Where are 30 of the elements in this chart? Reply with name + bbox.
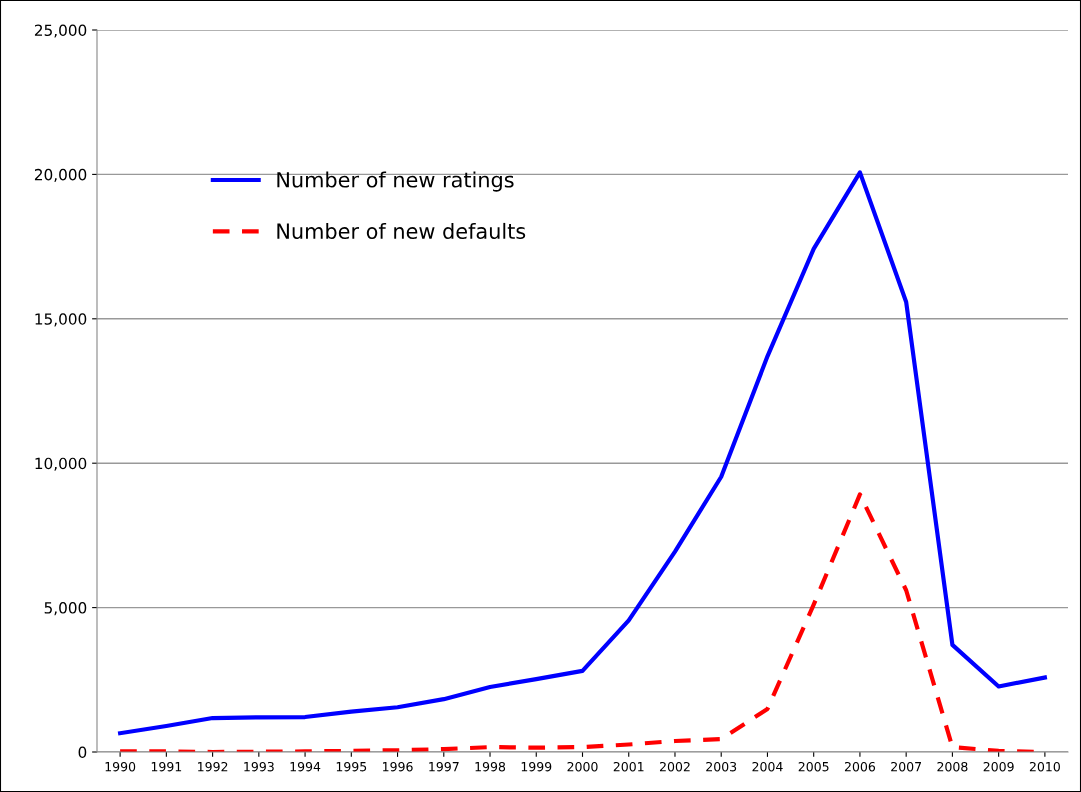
x-tick-label: 1995 <box>336 761 367 772</box>
x-tick-label: 1992 <box>198 761 228 772</box>
x-tick-label: 1993 <box>244 761 274 772</box>
x-tick-label: 1990 <box>105 761 136 772</box>
y-tick-label: 5,000 <box>44 602 87 616</box>
x-tick-label: 2010 <box>1029 761 1060 772</box>
x-tick-label: 2003 <box>706 761 737 772</box>
x-tick-label: 1996 <box>383 761 413 772</box>
x-tick-label: 2008 <box>937 761 968 772</box>
y-tick-label: 15,000 <box>35 313 87 327</box>
x-tick-label: 2009 <box>983 761 1014 772</box>
x-tick-label: 1997 <box>429 761 459 772</box>
x-tick-label: 1991 <box>151 761 182 772</box>
y-tick-label: 10,000 <box>35 457 87 471</box>
legend-label: Number of new ratings <box>277 171 514 192</box>
x-tick-label: 2001 <box>613 761 644 772</box>
x-tick-label: 2005 <box>798 761 829 772</box>
legend-label: Number of new defaults <box>277 222 526 240</box>
y-tick-label: 20,000 <box>34 168 87 182</box>
y-tick-label: 0 <box>78 746 87 759</box>
x-tick-label: 1999 <box>521 761 552 772</box>
x-tick-label: 1994 <box>290 761 321 772</box>
x-tick-label: 2000 <box>567 761 598 772</box>
x-tick-label: 2002 <box>659 761 690 772</box>
x-tick-label: 2004 <box>752 761 783 772</box>
line-series <box>118 170 1047 736</box>
x-tick-label: 1998 <box>475 761 506 772</box>
y-tick-label: 25,000 <box>34 24 87 38</box>
x-tick-label: 2006 <box>844 761 876 772</box>
x-tick-label: 2007 <box>891 761 921 772</box>
